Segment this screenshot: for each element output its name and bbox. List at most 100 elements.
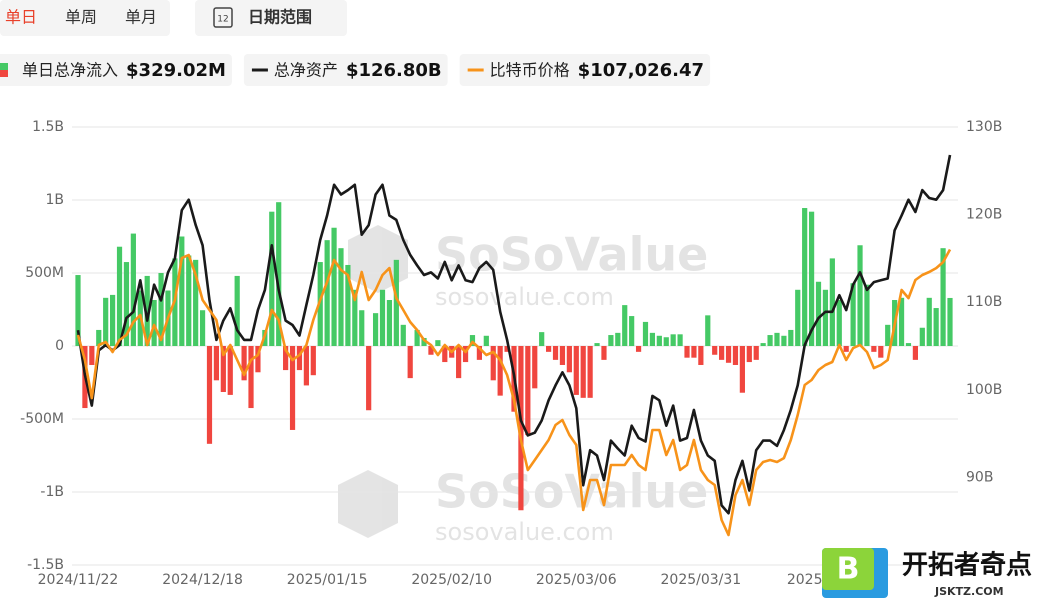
bar: [352, 289, 358, 346]
bar: [414, 329, 420, 346]
bar: [691, 346, 697, 358]
y-tick-label: -500M: [20, 411, 64, 427]
bar: [836, 300, 842, 346]
bar: [601, 346, 607, 360]
bar: [248, 346, 254, 409]
legend-bg: [0, 54, 232, 86]
y2-tick-label: 130B: [966, 119, 1002, 135]
bar: [850, 283, 856, 346]
bar: [947, 297, 953, 346]
bar: [767, 335, 773, 346]
bar: [518, 346, 524, 511]
bar: [926, 297, 932, 346]
watermark-site: sosovalue.com: [435, 283, 614, 311]
bar: [421, 337, 427, 346]
y-tick-label: 1B: [45, 192, 64, 208]
x-tick-label: 2025/03/06: [536, 572, 617, 588]
date-range-label[interactable]: 日期范围: [248, 8, 312, 27]
bar: [580, 346, 586, 398]
bar: [276, 202, 282, 346]
bar: [75, 275, 81, 346]
bar: [656, 335, 662, 346]
bar: [469, 335, 476, 346]
bar: [905, 343, 912, 346]
bar: [587, 346, 593, 398]
logo-front: [822, 548, 874, 590]
x-tick-label: 2024/12/18: [162, 572, 243, 588]
watermark-icon: [338, 470, 398, 538]
bar: [649, 332, 656, 346]
bar: [843, 346, 849, 352]
bar: [829, 258, 835, 346]
legend-value: $329.02M: [126, 60, 226, 81]
bar: [594, 343, 600, 346]
bar: [303, 346, 309, 386]
tab[interactable]: 单月: [125, 8, 157, 27]
bar: [933, 308, 939, 346]
bar: [435, 340, 441, 346]
legend-bg: [243, 54, 448, 86]
y-tick-label: 1.5B: [32, 119, 64, 135]
bar: [670, 334, 676, 346]
legend-bg: [459, 54, 711, 86]
bar: [684, 346, 690, 358]
bar: [324, 240, 330, 346]
tab-group: [0, 0, 170, 36]
bar: [539, 332, 545, 346]
bar: [186, 255, 192, 346]
x-tick-label: 2025: [787, 572, 823, 588]
x-tick-label: 2025/02/10: [411, 572, 492, 588]
x-tick-label: 2025/03/31: [661, 572, 742, 588]
line: [76, 248, 952, 537]
legend-label: 总净资产: [274, 61, 338, 80]
bar: [497, 346, 503, 396]
bar: [179, 236, 185, 346]
bar: [573, 346, 579, 395]
y-tick-label: 500M: [25, 265, 64, 281]
bar: [345, 264, 351, 346]
bar: [739, 346, 745, 393]
bar: [151, 300, 157, 346]
bar: [123, 262, 130, 346]
logo-url: JSKTZ.COM: [934, 585, 1004, 598]
logo-name: 开拓者奇点: [902, 550, 1032, 581]
bar: [213, 346, 220, 381]
bar: [698, 346, 704, 365]
bar: [372, 313, 379, 346]
bar: [116, 246, 123, 346]
y-tick-label: -1B: [40, 484, 64, 500]
bar: [525, 346, 531, 436]
tab[interactable]: 单周: [65, 8, 97, 27]
bar: [366, 346, 372, 411]
bar: [338, 248, 344, 346]
tab[interactable]: 单日: [5, 8, 37, 27]
bar: [234, 275, 240, 346]
bar: [227, 346, 233, 395]
bar: [622, 305, 628, 346]
calendar-icon: [213, 7, 233, 28]
bar: [629, 316, 635, 346]
bar: [317, 262, 323, 346]
y2-tick-label: 100B: [966, 382, 1002, 398]
legend-value: $126.80B: [346, 60, 442, 81]
bar: [483, 335, 489, 346]
bar: [940, 248, 946, 346]
bar: [753, 346, 759, 360]
bar: [393, 259, 399, 346]
bar: [289, 346, 296, 430]
bar: [912, 346, 918, 360]
bar: [269, 211, 275, 346]
legend-label: 单日总净流入: [22, 61, 118, 80]
bar: [677, 334, 683, 346]
bar: [504, 346, 510, 352]
bar: [110, 294, 116, 346]
bar: [760, 343, 766, 346]
bar: [220, 346, 226, 392]
bar: [732, 346, 739, 365]
bar: [815, 281, 822, 346]
date-range-button[interactable]: [195, 0, 347, 36]
bar: [559, 346, 566, 365]
bar: [898, 297, 905, 346]
bar: [158, 273, 164, 346]
bar: [386, 300, 393, 346]
